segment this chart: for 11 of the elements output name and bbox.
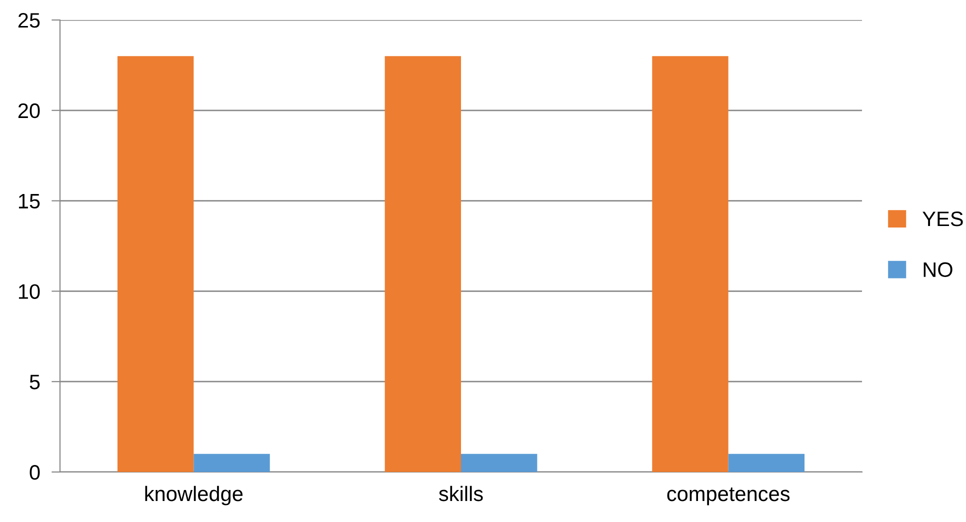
y-tick-label: 10 [18,284,40,299]
legend-label: NO [924,262,952,278]
x-tick-label: skills [439,486,483,502]
legend-label: YES [922,212,963,226]
y-tick-label: 20 [18,103,40,118]
x-tick-label: knowledge [145,486,243,506]
y-tick-label: 0 [30,465,40,480]
y-tick-label: 25 [18,13,40,28]
y-tick-label: 5 [30,374,40,390]
y-tick-label: 15 [18,194,40,209]
x-tick-label: competences [667,488,790,506]
